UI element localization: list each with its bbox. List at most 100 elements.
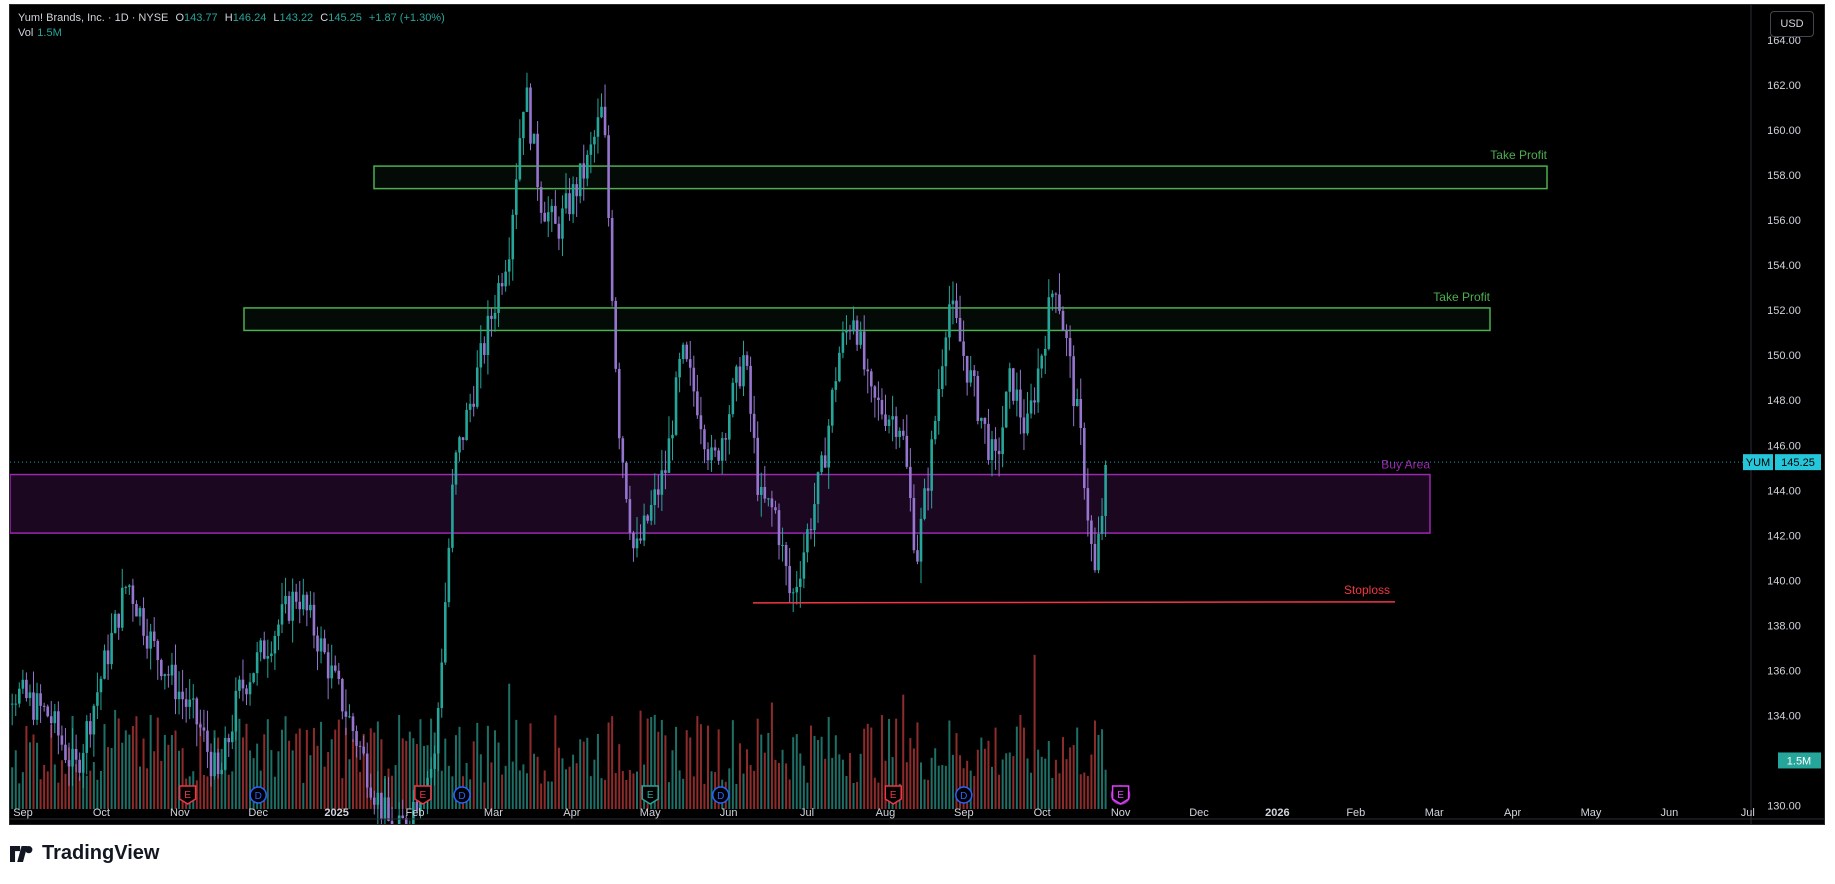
- candle-body: [234, 690, 238, 732]
- candle-body: [1019, 389, 1022, 418]
- tradingview-brand[interactable]: TradingView: [10, 842, 159, 865]
- volume-bar: [1090, 754, 1093, 809]
- volume-bar: [1022, 727, 1025, 809]
- zone-label: Take Profit: [1490, 148, 1547, 162]
- volume-bar: [611, 716, 614, 809]
- volume-bar: [980, 737, 983, 809]
- volume-bar: [291, 750, 294, 809]
- volume-bar: [92, 762, 95, 809]
- candle-body: [777, 510, 781, 546]
- volume-bar: [60, 760, 63, 809]
- candle-body: [834, 381, 838, 390]
- candle-body: [209, 751, 213, 777]
- candle-body: [49, 716, 53, 724]
- candle-body: [596, 117, 600, 137]
- volume-bar: [895, 718, 898, 809]
- volume-bar: [600, 778, 603, 809]
- time-tick-label: 2026: [1265, 807, 1289, 819]
- volume-bar: [1086, 775, 1089, 809]
- candle-body: [681, 344, 685, 359]
- candle-body: [1036, 368, 1040, 403]
- earnings-icon: [178, 785, 197, 805]
- candle-body: [191, 698, 195, 700]
- candle-body: [980, 417, 983, 421]
- candle-body: [294, 591, 298, 602]
- volume-bar: [472, 741, 475, 809]
- volume-bar: [678, 770, 681, 809]
- volume-bar: [281, 729, 283, 809]
- candle-body: [1086, 488, 1090, 521]
- dividend-icon: [453, 786, 471, 804]
- dividend-letter: D: [960, 791, 967, 802]
- volume-bar: [621, 771, 624, 809]
- candle-body: [220, 769, 223, 775]
- volume-bar: [1079, 774, 1082, 809]
- volume-bar: [511, 761, 514, 809]
- candle-body: [170, 664, 174, 676]
- volume-bar: [114, 709, 117, 809]
- symbol-tag-bg: [1743, 454, 1773, 471]
- volume-bar: [135, 716, 138, 809]
- volume-bar: [760, 734, 763, 809]
- time-tick-label: Mar: [1425, 807, 1444, 819]
- volume-bar: [447, 765, 450, 809]
- volume-bar: [373, 732, 376, 809]
- candle-body: [163, 674, 167, 677]
- candle-body: [802, 552, 806, 579]
- candle-body: [987, 423, 990, 461]
- volume-bar: [284, 716, 287, 809]
- volume-bar: [1008, 752, 1011, 809]
- candle-body: [759, 486, 763, 495]
- dividend-letter: D: [458, 791, 465, 802]
- candle-body: [877, 397, 880, 400]
- candle-body: [216, 752, 220, 775]
- volume-bar: [529, 723, 532, 809]
- volume-bar: [352, 739, 354, 809]
- price-chart[interactable]: Take Profit Take Profit Buy Area Stoploss 16…: [10, 5, 1825, 825]
- candle-body: [557, 223, 561, 239]
- candle-body: [348, 716, 351, 718]
- volume-bar: [227, 774, 230, 809]
- volume-bar: [650, 717, 653, 809]
- candle-body: [376, 792, 380, 805]
- volume-bar: [689, 737, 692, 809]
- candle-body: [486, 315, 490, 355]
- volume-tag-bg: [1778, 752, 1821, 769]
- candle-body: [944, 337, 948, 367]
- currency-button[interactable]: USD: [1770, 11, 1814, 37]
- volume-bar: [525, 773, 528, 809]
- volume-bar: [614, 773, 617, 809]
- candle-body: [241, 679, 245, 689]
- time-tick-label: May: [1581, 807, 1602, 819]
- candle-body: [539, 187, 543, 213]
- candle-body: [397, 815, 401, 824]
- volume-bar: [1033, 654, 1036, 809]
- earnings-icon: [414, 785, 432, 805]
- volume-bar: [998, 774, 1001, 809]
- candle-body: [965, 355, 969, 383]
- candle-body: [113, 613, 117, 633]
- candle-body: [42, 705, 46, 707]
- candle-body: [138, 608, 142, 617]
- volume-bar: [923, 779, 926, 809]
- volume-bar: [419, 719, 422, 809]
- candle-body: [809, 529, 813, 531]
- candle-body: [884, 414, 887, 426]
- volume-bar: [249, 750, 252, 809]
- candle-body: [99, 678, 103, 693]
- candle-body: [124, 586, 128, 588]
- candle-body: [1026, 413, 1029, 434]
- volume-bar: [483, 782, 486, 809]
- candle-body: [891, 416, 894, 420]
- chart-frame[interactable]: Yum! Brands, Inc. · 1D · NYSE O143.77 H1…: [9, 4, 1825, 825]
- candle-body: [390, 820, 394, 824]
- volume-bar: [423, 745, 425, 809]
- candle-body: [142, 608, 145, 636]
- candle-body: [316, 635, 319, 652]
- candle-body: [46, 706, 49, 717]
- candle-body: [188, 699, 191, 707]
- price-tick-label: 158.00: [1767, 170, 1801, 182]
- volume-bar: [880, 715, 883, 809]
- candle-body: [738, 366, 742, 387]
- candle-body: [937, 389, 941, 421]
